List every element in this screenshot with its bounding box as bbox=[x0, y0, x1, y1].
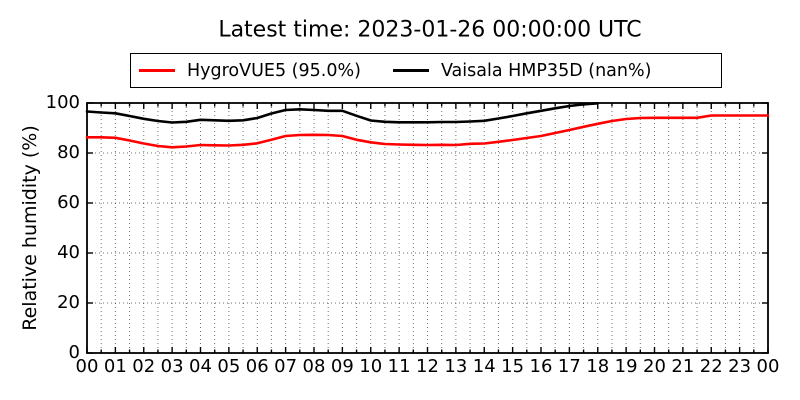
x-tick-label: 00 bbox=[75, 356, 99, 377]
legend-item-vaisala: Vaisala HMP35D (nan%) bbox=[392, 60, 652, 81]
x-tick-label: 00 bbox=[756, 356, 780, 377]
chart-title: Latest time: 2023-01-26 00:00:00 UTC bbox=[218, 17, 642, 43]
legend-label-hygrovue5: HygroVUE5 (95.0%) bbox=[187, 60, 361, 81]
legend-item-hygrovue5: HygroVUE5 (95.0%) bbox=[139, 61, 361, 81]
y-tick-label: 100 bbox=[45, 92, 80, 113]
series-line-hygrovue5 bbox=[85, 114, 770, 149]
x-tick-label: 02 bbox=[132, 356, 156, 377]
y-tick-label: 60 bbox=[57, 192, 80, 213]
x-tick-label: 23 bbox=[728, 356, 752, 377]
x-tick-label: 12 bbox=[416, 356, 439, 377]
y-tick-label: 40 bbox=[57, 242, 80, 263]
legend-label-vaisala: Vaisala HMP35D (nan%) bbox=[440, 60, 652, 81]
x-tick-label: 10 bbox=[359, 356, 383, 377]
y-tick-label: 0 bbox=[68, 342, 80, 363]
x-tick-label: 01 bbox=[103, 356, 127, 377]
x-tick-label: 13 bbox=[444, 356, 468, 377]
x-tick-label: 07 bbox=[274, 356, 298, 377]
x-tick-label: 11 bbox=[387, 356, 411, 377]
x-tick-label: 04 bbox=[189, 356, 212, 377]
x-tick-label: 03 bbox=[160, 356, 184, 377]
x-tick-label: 21 bbox=[671, 356, 695, 377]
x-tick-label: 15 bbox=[501, 356, 525, 377]
legend: HygroVUE5 (95.0%) Vaisala HMP35D (nan%) bbox=[130, 53, 722, 88]
x-tick-label: 05 bbox=[217, 356, 241, 377]
legend-line-sample-black bbox=[392, 68, 429, 73]
x-tick-label: 17 bbox=[557, 356, 581, 377]
x-tick-label: 18 bbox=[586, 356, 610, 377]
x-tick-label: 09 bbox=[330, 356, 354, 377]
y-tick-label: 20 bbox=[57, 292, 80, 313]
x-tick-label: 22 bbox=[699, 356, 723, 377]
x-tick-label: 19 bbox=[614, 356, 638, 377]
x-tick-label: 08 bbox=[302, 356, 326, 377]
series-line-vaisala bbox=[85, 102, 600, 124]
x-tick-label: 06 bbox=[245, 356, 269, 377]
x-tick-label: 16 bbox=[529, 356, 553, 377]
legend-line-sample-red bbox=[139, 68, 175, 73]
x-tick-label: 14 bbox=[472, 356, 496, 377]
x-tick-label: 20 bbox=[643, 356, 666, 377]
y-tick-label: 80 bbox=[57, 142, 80, 163]
